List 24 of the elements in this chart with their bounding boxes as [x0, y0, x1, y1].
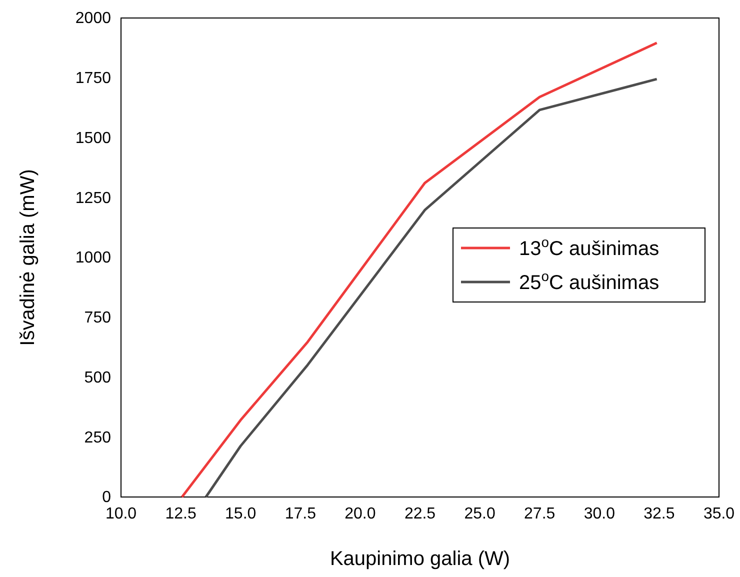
x-tick-label: 17.5: [284, 505, 316, 522]
x-tick-label: 20.0: [344, 505, 376, 522]
x-tick-label: 22.5: [404, 505, 436, 522]
y-tick-label: 0: [102, 489, 112, 506]
x-tick-label: 32.5: [644, 505, 675, 522]
y-axis-title: Išvadinė galia (mW): [17, 169, 39, 346]
y-tick-label: 1000: [75, 250, 112, 267]
x-axis-title: Kaupinimo galia (W): [330, 548, 510, 570]
legend-label: 13$^{o}$C aušinimas: [519, 234, 660, 260]
y-tick-label: 750: [84, 309, 112, 326]
legend-label: 25$^{o}$C aušinimas: [519, 268, 660, 294]
x-tick-label: 25.0: [464, 505, 496, 522]
y-tick-label: 1500: [75, 130, 112, 147]
x-tick-label: 12.5: [165, 505, 196, 522]
y-tick-label: 1250: [75, 190, 112, 207]
x-tick-label: 30.0: [584, 505, 616, 522]
x-tick-label: 15.0: [225, 505, 256, 522]
x-tick-label: 10.0: [105, 505, 137, 522]
y-tick-label: 1750: [75, 70, 112, 87]
y-tick-label: 2000: [75, 10, 112, 28]
y-tick-label: 250: [84, 429, 112, 446]
y-tick-label: 500: [84, 369, 112, 386]
x-tick-label: 27.5: [524, 505, 556, 522]
x-tick-label: 35.0: [703, 505, 735, 522]
